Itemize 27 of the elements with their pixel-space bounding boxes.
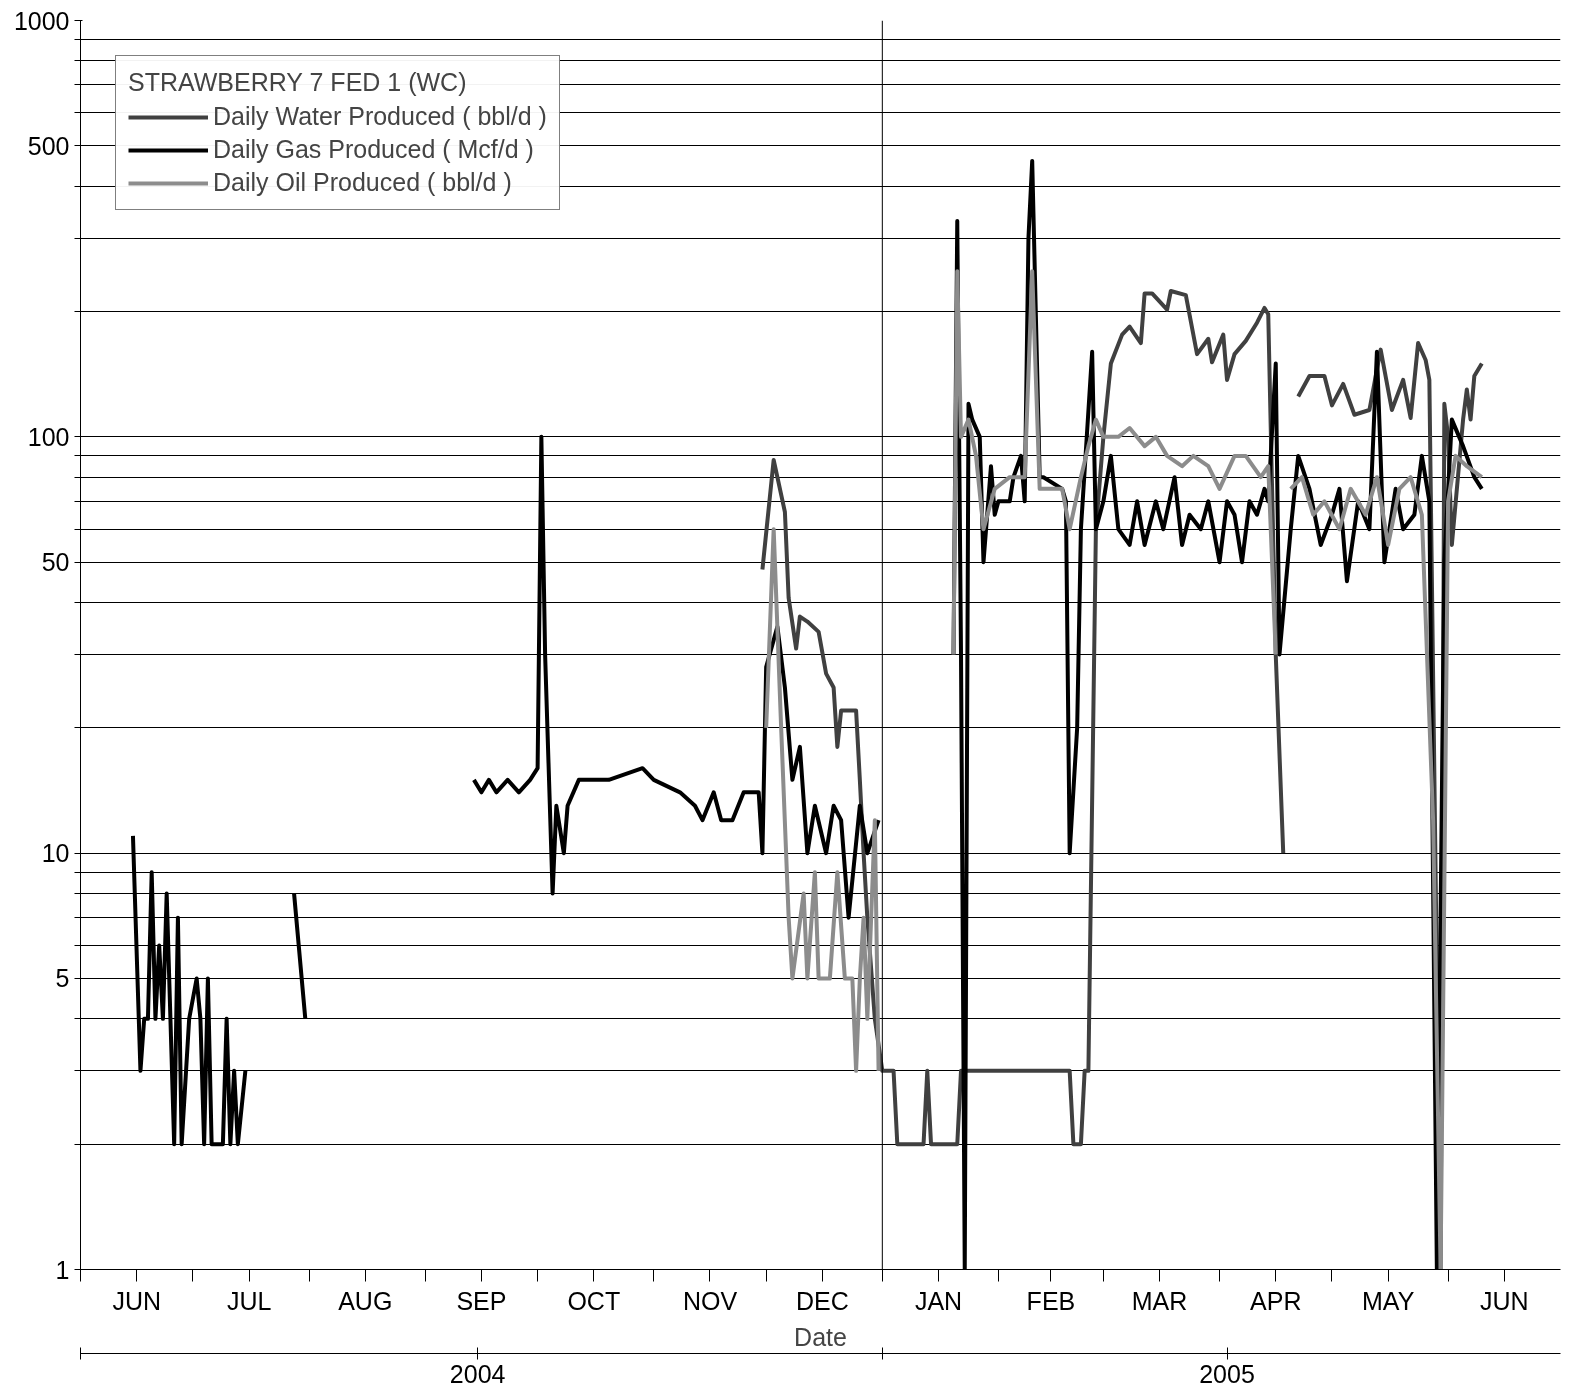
x-tick-label: MAY	[1361, 1286, 1415, 1315]
x-tick-label: AUG	[338, 1286, 393, 1315]
legend-label: Daily Gas Produced ( Mcf/d )	[213, 135, 534, 164]
x-tick-label: JUN	[1479, 1286, 1529, 1315]
legend-label: Daily Water Produced ( bbl/d )	[213, 102, 547, 131]
x-tick-label: OCT	[567, 1286, 621, 1315]
x-tick-label: MAR	[1131, 1286, 1188, 1315]
x2-tick-label: 2004	[449, 1359, 506, 1388]
legend-title: STRAWBERRY 7 FED 1 (WC)	[128, 68, 468, 97]
y-tick-label: 1000	[13, 6, 70, 35]
y-tick-label: 50	[41, 548, 70, 577]
x-tick-label: APR	[1250, 1286, 1302, 1315]
y-tick-label: 10	[41, 839, 70, 868]
x-tick-label: SEP	[456, 1286, 507, 1315]
x-axis-title: Date	[794, 1322, 847, 1351]
legend-label: Daily Oil Produced ( bbl/d )	[213, 168, 512, 197]
x2-tick-label: 2005	[1199, 1359, 1255, 1388]
x-tick-label: FEB	[1026, 1286, 1076, 1315]
x-tick-label: JUN	[112, 1286, 162, 1315]
x-tick-label: NOV	[682, 1286, 738, 1315]
y-tick-label: 1	[55, 1255, 70, 1284]
y-tick-label: 500	[27, 131, 70, 160]
x-tick-label: JUL	[226, 1286, 272, 1315]
x-tick-label: JAN	[914, 1286, 963, 1315]
y-tick-label: 100	[27, 422, 70, 451]
y-tick-label: 5	[55, 964, 70, 993]
x-tick-label: DEC	[795, 1286, 849, 1315]
